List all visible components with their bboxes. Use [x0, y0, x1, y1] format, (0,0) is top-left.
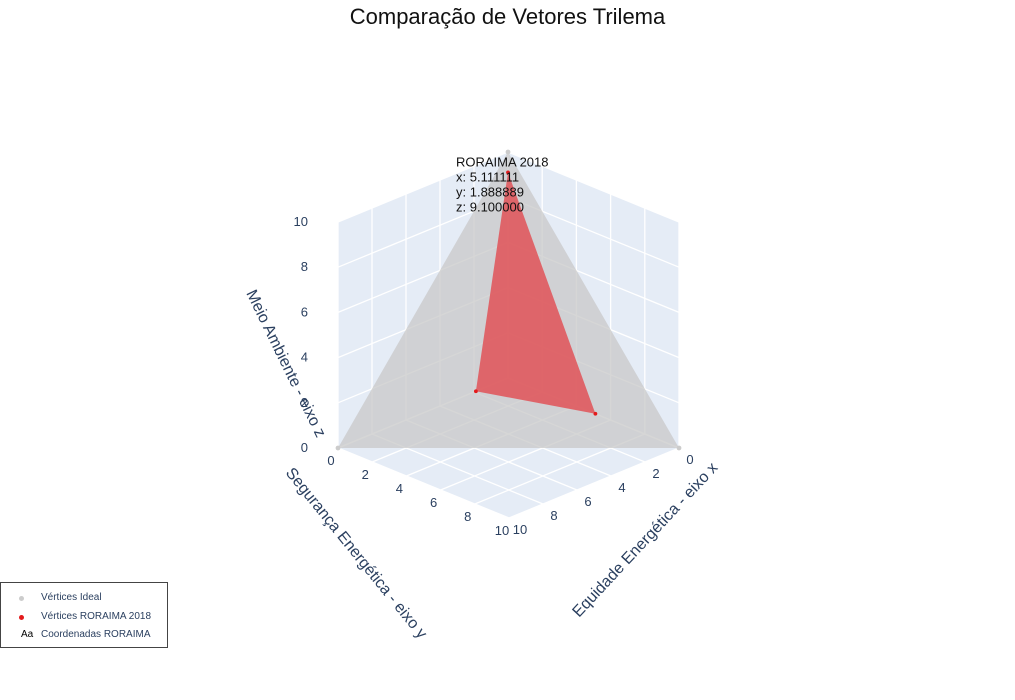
y-tick-label: 2: [362, 467, 369, 482]
grid-line-floor-x: [508, 447, 680, 519]
y-tick-label: 8: [464, 509, 471, 524]
x-tick-label: 10: [513, 522, 527, 537]
x-tick-label: 6: [584, 494, 591, 509]
z-axis-title: Meio Ambiente - eixo z: [242, 287, 328, 440]
z-tick-label: 6: [301, 304, 308, 319]
legend-item-coordinates[interactable]: Aa Coordenadas RORAIMA: [1, 626, 167, 644]
grid-line-xz-horizontal: [507, 151, 680, 223]
x-tick-label: 8: [550, 508, 557, 523]
x-tick-label: 0: [686, 452, 693, 467]
y-tick-label: 10: [495, 523, 509, 538]
annotation-line: x: 5.111111: [456, 169, 519, 184]
y-tick-label: 6: [430, 495, 437, 510]
legend-label-ideal: Vértices Ideal: [41, 592, 102, 603]
grid-line-yz-horizontal: [337, 151, 509, 223]
roraima-vertex-point-2[interactable]: [506, 170, 510, 175]
legend-marker-ideal: [19, 596, 24, 601]
ideal-vertex-point-1[interactable]: [335, 445, 341, 451]
z-tick-label: 10: [294, 214, 308, 229]
z-tick-label: 4: [301, 350, 308, 365]
legend-text-symbol: Aa: [21, 629, 34, 640]
meshes: [338, 152, 679, 448]
y-tick-label: 0: [327, 453, 334, 468]
z-tick-label: 0: [301, 440, 308, 455]
x-tick-label: 2: [652, 466, 659, 481]
annotation-line: RORAIMA 2018: [456, 154, 549, 169]
z-tick-label: 2: [301, 395, 308, 410]
legend: Vértices Ideal Vértices RORAIMA 2018 Aa …: [0, 582, 168, 648]
legend-item-roraima[interactable]: Vértices RORAIMA 2018: [1, 608, 167, 626]
y-axis-title: Segurança Energética - eixo y: [282, 465, 430, 642]
chart-title: Comparação de Vetores Trilema: [349, 4, 666, 29]
roraima-vertex-point-1[interactable]: [473, 389, 478, 394]
tick-labels: 0 0 0 2 2 2 4 4 4 6 6 6 8 8 8 10 10 10: [294, 214, 694, 538]
grid-line-floor-y: [337, 447, 510, 519]
ideal-vertex-point-2[interactable]: [505, 149, 511, 155]
markers: [335, 149, 682, 451]
roraima-vertex-point-0[interactable]: [593, 411, 598, 416]
roraima-triangle-mesh: [475, 172, 596, 414]
x-tick-label: 4: [618, 480, 625, 495]
annotation-line: z: 9.100000: [456, 199, 524, 214]
legend-item-ideal[interactable]: Vértices Ideal: [1, 589, 167, 607]
annotation-line: y: 1.888889: [456, 184, 524, 199]
legend-marker-roraima: [19, 615, 24, 620]
legend-label-roraima: Vértices RORAIMA 2018: [41, 611, 152, 622]
legend-label-coordinates: Coordenadas RORAIMA: [41, 629, 151, 640]
ideal-vertex-point-0[interactable]: [676, 445, 682, 451]
z-tick-label: 8: [301, 259, 308, 274]
y-tick-label: 4: [396, 481, 403, 496]
